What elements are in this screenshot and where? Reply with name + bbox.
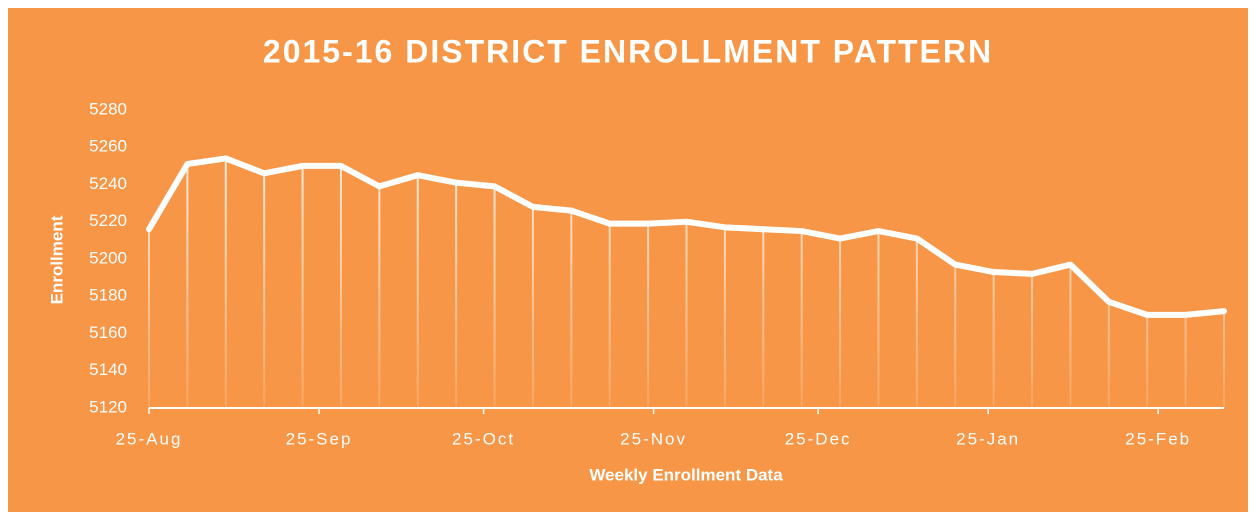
y-tick-label: 5180 bbox=[89, 286, 127, 305]
chart-background bbox=[8, 8, 1248, 512]
line-series bbox=[146, 155, 1227, 318]
y-tick-label: 5280 bbox=[89, 99, 127, 118]
y-tick-label: 5240 bbox=[89, 174, 127, 193]
y-tick-label: 5140 bbox=[89, 360, 127, 379]
y-tick-label: 5160 bbox=[89, 323, 127, 342]
x-tick-label: 25-Aug bbox=[116, 429, 183, 448]
x-tick-label: 25-Nov bbox=[620, 429, 687, 448]
chart-title: 2015-16 DISTRICT ENROLLMENT PATTERN bbox=[263, 33, 993, 69]
x-tick-label: 25-Oct bbox=[452, 429, 515, 448]
y-tick-label: 5120 bbox=[89, 397, 127, 416]
y-tick-label: 5220 bbox=[89, 211, 127, 230]
y-axis-title: Enrollment bbox=[47, 215, 66, 304]
y-tick-label: 5200 bbox=[89, 248, 127, 267]
x-tick-label: 25-Feb bbox=[1125, 429, 1191, 448]
x-axis-title: Weekly Enrollment Data bbox=[589, 465, 783, 484]
x-tick-label: 25-Dec bbox=[785, 429, 852, 448]
y-tick-label: 5260 bbox=[89, 137, 127, 156]
x-tick-label: 25-Jan bbox=[956, 429, 1020, 448]
x-tick-label: 25-Sep bbox=[286, 429, 353, 448]
